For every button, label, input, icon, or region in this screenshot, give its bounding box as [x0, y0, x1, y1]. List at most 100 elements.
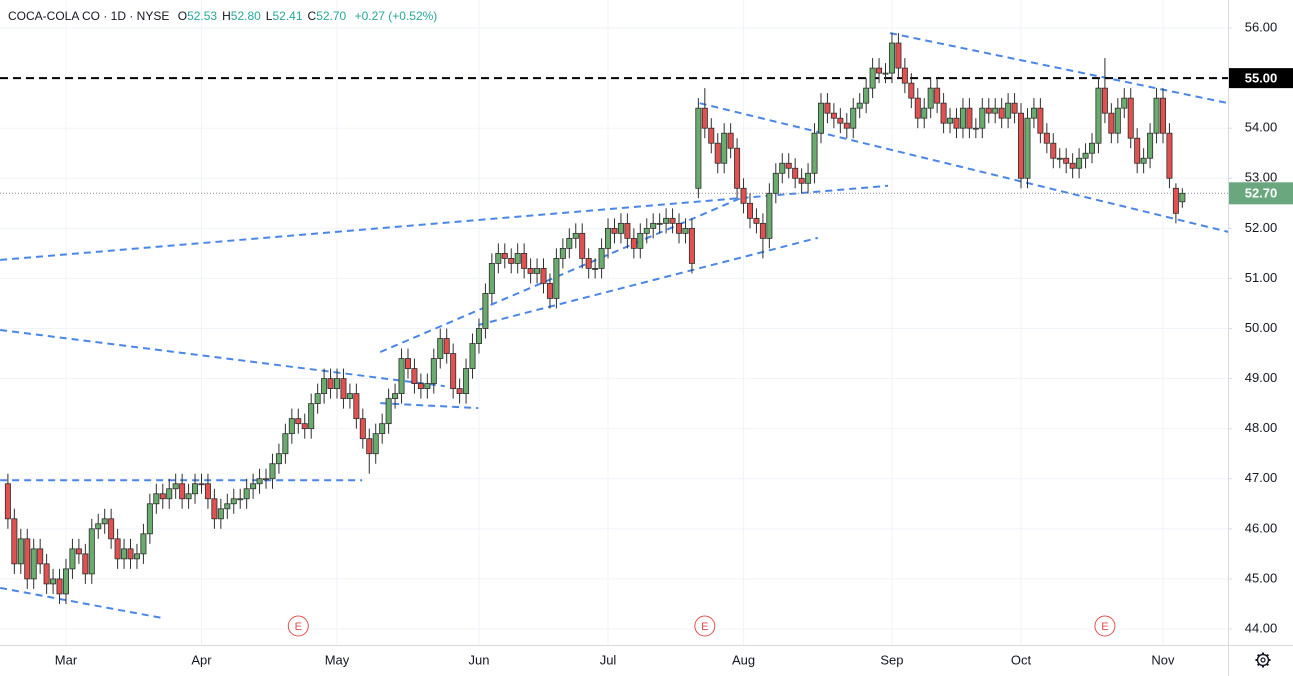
candle-body [656, 222, 663, 225]
candle-body [1030, 107, 1037, 119]
candle-body [843, 122, 850, 129]
candle-body [753, 217, 760, 224]
candle-body [1082, 152, 1089, 159]
candle-body [546, 283, 553, 299]
candle-body [282, 433, 289, 455]
candle-body [1011, 102, 1018, 114]
trendline [478, 236, 819, 326]
candle-body [88, 528, 95, 575]
candle-body [508, 258, 515, 264]
x-tick-label: May [325, 652, 350, 667]
candle-body [256, 478, 263, 485]
earnings-marker [1094, 615, 1116, 637]
candle-body [456, 388, 463, 395]
candle-body [527, 268, 534, 274]
candle-body [1172, 187, 1179, 214]
ohlc-key: L [265, 9, 273, 23]
candle-body [695, 107, 702, 189]
candle-body [75, 548, 82, 555]
candle-body [953, 117, 960, 129]
ohlc-key: C [307, 9, 317, 23]
candle-body [1179, 192, 1186, 203]
candle-body [101, 518, 108, 525]
candle-body [585, 258, 592, 269]
candle-body [11, 518, 18, 565]
candle-body [959, 107, 966, 129]
candle-body [792, 167, 799, 179]
candle-body [501, 252, 508, 259]
candle-body [153, 493, 160, 505]
candle-body [179, 483, 186, 500]
candle-body [1069, 162, 1076, 169]
candle-body [192, 483, 199, 495]
candle-body [37, 548, 44, 565]
candle-body [321, 378, 328, 395]
candle-body [166, 488, 173, 500]
candle-body [417, 383, 424, 390]
y-tick-label: 49.00 [1245, 370, 1278, 385]
symbol-title: COCA-COLA CO · 1D · NYSE [8, 9, 170, 23]
candle-body [224, 503, 231, 510]
candle-body [1127, 97, 1134, 139]
candle-body [288, 418, 295, 435]
candle-body [914, 97, 921, 119]
candle-body [772, 172, 779, 194]
candle-body [469, 343, 476, 369]
trendline [889, 32, 1228, 105]
candle-body [314, 393, 321, 405]
candle-body [592, 268, 599, 270]
candle-body [1159, 97, 1166, 134]
x-tick-label: Nov [1151, 652, 1175, 667]
candle-body [133, 553, 140, 560]
level-label-box [1229, 68, 1293, 89]
candle-body [379, 423, 386, 435]
candle-body [740, 187, 747, 204]
trendline [0, 184, 889, 261]
y-tick-label: 50.00 [1245, 320, 1278, 335]
candle-body [901, 67, 908, 84]
candle-body [934, 87, 941, 104]
candle-body [340, 378, 347, 400]
earnings-label: E [1101, 621, 1108, 633]
candle-body [895, 42, 902, 69]
trendline [0, 586, 163, 619]
candle-body [998, 107, 1005, 119]
candle-body [559, 247, 566, 259]
candle-body [721, 132, 728, 164]
candle-body [979, 107, 986, 129]
candle-body [488, 263, 495, 294]
candle-body [211, 498, 218, 520]
candle-body [869, 67, 876, 89]
candle-body [605, 227, 612, 249]
candle-body [1153, 97, 1160, 134]
candle-body [24, 538, 31, 580]
last-price-label: 52.70 [1245, 186, 1278, 201]
candle-body [334, 378, 341, 390]
candle-body [630, 237, 637, 249]
x-tick-label: Oct [1011, 652, 1032, 667]
candle-body [1108, 112, 1115, 134]
y-tick-label: 44.00 [1245, 620, 1278, 635]
candle-body [837, 117, 844, 124]
settings-gear[interactable] [1255, 652, 1271, 668]
candle-body [759, 222, 766, 239]
candle-body [863, 87, 870, 104]
candle-body [263, 478, 270, 481]
ohlc-key: H [222, 9, 231, 23]
candle-body [540, 268, 547, 284]
candle-body [727, 132, 734, 149]
candle-body [62, 568, 69, 595]
candle-body [817, 102, 824, 134]
candle-body [269, 463, 276, 480]
candle-body [992, 107, 999, 114]
candle-body [1140, 157, 1147, 164]
candle-body [798, 177, 805, 184]
candle-body [230, 498, 237, 505]
candle-body [398, 358, 405, 395]
ohlc-key: O [177, 9, 188, 23]
candle-body [534, 268, 541, 274]
candle-body [1101, 87, 1108, 114]
candle-body [598, 247, 605, 269]
